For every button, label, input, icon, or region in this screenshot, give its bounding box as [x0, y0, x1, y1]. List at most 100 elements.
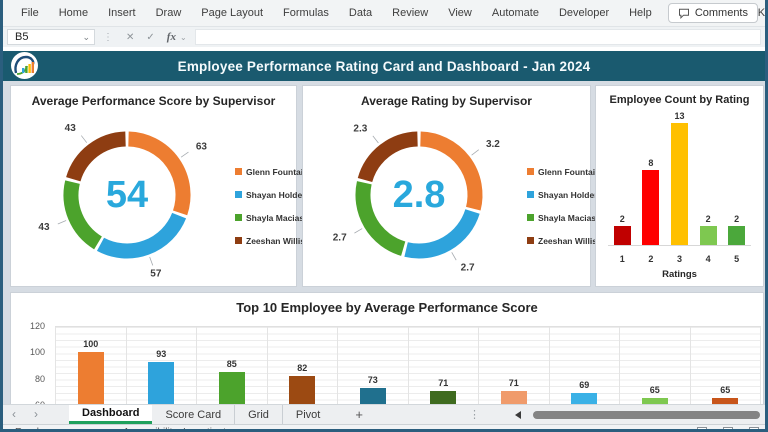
x-tick-label: 2: [648, 254, 654, 264]
hscroll-left-icon[interactable]: [515, 411, 521, 419]
legend-item-shayan-holder: Shayan Holder: [235, 183, 308, 206]
sheet-tab-score-card[interactable]: Score Card: [165, 408, 222, 421]
sheet-tab-bar: ‹ › Dashboard Score Card Grid Pivot + ⋮: [3, 404, 765, 424]
chart-panel-count-by-rating[interactable]: Employee Count by Rating 2 8 13 2 2 1 2 3 4 5 Ra…: [595, 85, 764, 287]
data-label: 73: [367, 374, 378, 385]
sheet-nav-next-icon[interactable]: ›: [34, 407, 38, 421]
legend-label: Shayan Holder: [538, 189, 598, 200]
legend-swatch: [527, 214, 534, 221]
bar-rating-2[interactable]: [642, 169, 660, 245]
chart-title: Average Performance Score by Supervisor: [31, 94, 276, 108]
legend-label: Glenn Fountain: [246, 166, 309, 177]
data-label: 43: [65, 123, 77, 134]
label-leader-line: [451, 252, 457, 261]
data-label: 2: [734, 214, 740, 225]
chart-legend: Glenn Fountain Shayan Holder Shayla Macias…: [527, 160, 600, 252]
sheet-tab-dashboard[interactable]: Dashboard: [69, 405, 153, 424]
chart-title: Average Rating by Supervisor: [361, 94, 532, 108]
sheet-tab-grid[interactable]: Grid: [234, 405, 282, 424]
data-label: 71: [438, 377, 449, 388]
chart-panel-avg-rating[interactable]: Average Rating by Supervisor 3.2 2.7 2.7 2.…: [302, 85, 600, 287]
legend-item-shayan-holder: Shayan Holder: [527, 183, 600, 206]
bar-rating-3[interactable]: [670, 122, 688, 245]
sheet-tab-pivot[interactable]: Pivot: [281, 405, 333, 424]
donut-segment-shayan-holder[interactable]: [96, 212, 187, 259]
ribbon-tab-formulas[interactable]: Formulas: [283, 6, 329, 19]
insert-function-icon[interactable]: fx: [166, 31, 176, 43]
view-page-layout-icon[interactable]: [723, 427, 733, 429]
add-sheet-button[interactable]: +: [355, 407, 363, 422]
formula-bar-splitter-icon[interactable]: ⋮: [103, 31, 113, 43]
legend-label: Glenn Fountain: [538, 166, 601, 177]
data-label: 100: [83, 339, 99, 350]
cancel-icon[interactable]: ✕: [126, 31, 135, 43]
bar-column-rating-2: 8: [642, 157, 660, 245]
x-tick-label: 5: [734, 254, 740, 264]
chart-panel-avg-score[interactable]: Average Performance Score by Supervisor …: [10, 85, 308, 287]
legend-item-shayla-macias: Shayla Macias: [527, 206, 600, 229]
view-normal-icon[interactable]: [697, 427, 707, 429]
pk-logo-icon: [14, 55, 35, 75]
ribbon-tab-insert[interactable]: Insert: [108, 6, 136, 19]
y-tick-label: 100: [29, 347, 45, 358]
x-tick-label: 1: [619, 254, 625, 264]
formula-bar: B5 ⌄ ⋮ ✕ ✓ fx ⌄: [3, 27, 765, 47]
bar-chart-count-by-rating: 2 8 13 2 2: [608, 111, 751, 246]
formula-chevron-icon[interactable]: ⌄: [179, 32, 187, 42]
name-box-value: B5: [15, 31, 29, 43]
legend-swatch: [235, 168, 242, 175]
donut-segment-shayla-macias[interactable]: [63, 180, 103, 250]
label-leader-line: [57, 220, 67, 225]
data-label: 43: [38, 222, 50, 233]
legend-item-glenn-fountain: Glenn Fountain: [235, 160, 308, 183]
donut-segment-zeeshan-willis[interactable]: [66, 131, 127, 182]
ribbon-tab-help[interactable]: Help: [629, 6, 652, 19]
comments-label: Comments: [694, 7, 748, 19]
chart-title: Top 10 Employee by Average Performance S…: [236, 300, 538, 315]
donut-segment-zeeshan-willis[interactable]: [357, 131, 419, 183]
pk-logo: [11, 52, 38, 79]
label-leader-line: [180, 151, 189, 158]
bar-rating-5[interactable]: [728, 226, 746, 245]
view-page-break-icon[interactable]: [749, 427, 759, 429]
legend-swatch: [527, 191, 534, 198]
legend-label: Zeeshan Willis: [246, 235, 305, 246]
donut-segment-shayla-macias[interactable]: [355, 181, 406, 256]
status-bar: Ready Accessibility: Investigate: [3, 424, 765, 429]
status-accessibility[interactable]: Accessibility: Investigate: [123, 427, 231, 429]
enter-icon[interactable]: ✓: [146, 31, 155, 43]
legend-item-zeeshan-willis: Zeeshan Willis: [235, 229, 308, 252]
legend-swatch: [527, 237, 534, 244]
data-label: 85: [226, 359, 237, 370]
sheet-nav-prev-icon[interactable]: ‹: [12, 407, 16, 421]
donut-center-value: 54: [106, 174, 148, 216]
name-box[interactable]: B5 ⌄: [7, 29, 95, 45]
ribbon-tab-draw[interactable]: Draw: [155, 6, 182, 19]
legend-label: Shayla Macias: [246, 212, 305, 223]
name-box-chevron-icon[interactable]: ⌄: [82, 31, 90, 42]
hscroll-thumb[interactable]: [533, 411, 760, 419]
x-tick-label: 4: [705, 254, 711, 264]
ribbon-tab-home[interactable]: Home: [58, 6, 89, 19]
ribbon-tab-data[interactable]: Data: [348, 6, 373, 19]
donut-segment-glenn-fountain[interactable]: [419, 131, 483, 211]
ribbon-tab-view[interactable]: View: [448, 6, 472, 19]
y-tick-label: 80: [34, 373, 45, 384]
data-label: 8: [648, 157, 654, 168]
donut-segment-glenn-fountain[interactable]: [127, 131, 191, 216]
legend-item-shayla-macias: Shayla Macias: [235, 206, 308, 229]
donut-segment-shayan-holder[interactable]: [404, 208, 480, 259]
bar-rating-4[interactable]: [699, 226, 717, 245]
sheet-top-strip: [3, 47, 765, 51]
bar-rating-1[interactable]: [613, 226, 631, 245]
ribbon-tab-review[interactable]: Review: [392, 6, 429, 19]
tab-splitter-icon[interactable]: ⋮: [469, 409, 480, 421]
ribbon-tab-file[interactable]: File: [21, 6, 39, 19]
data-label: 2: [705, 214, 711, 225]
ribbon-tab-page-layout[interactable]: Page Layout: [201, 6, 264, 19]
formula-input[interactable]: [194, 29, 761, 45]
ribbon-tab-automate[interactable]: Automate: [491, 6, 539, 19]
comments-button[interactable]: Comments: [667, 3, 758, 23]
ribbon-tab-developer[interactable]: Developer: [558, 6, 610, 19]
